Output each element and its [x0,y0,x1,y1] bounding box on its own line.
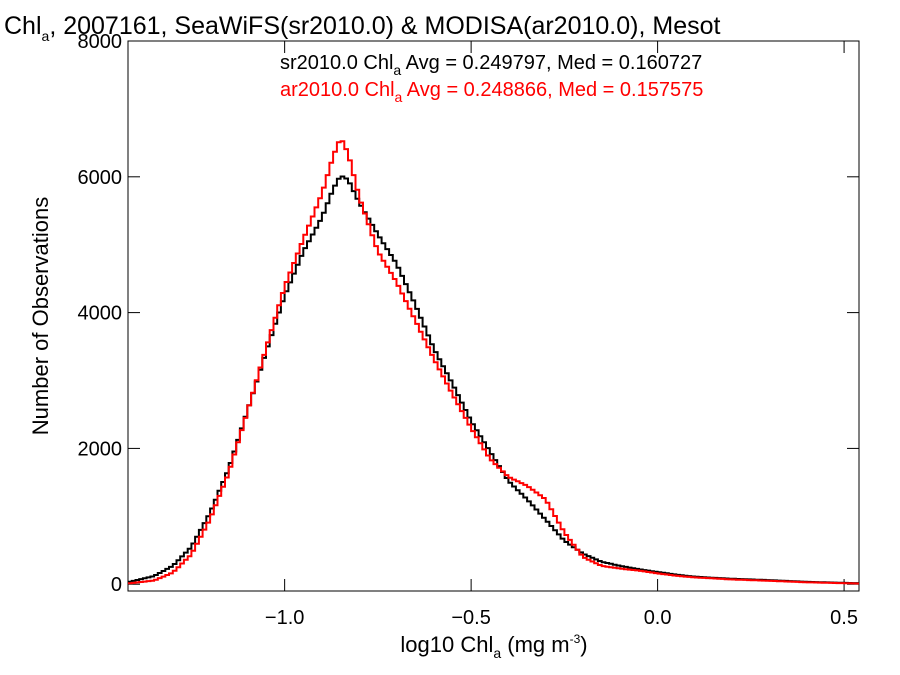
chart-title: Chla, 2007161, SeaWiFS(sr2010.0) & MODIS… [4,12,720,44]
x-tick-label: −1.0 [265,607,304,629]
plot-frame [127,40,860,592]
legend-entry-sr2010: sr2010.0 Chla Avg = 0.249797, Med = 0.16… [280,52,702,78]
y-axis-ticks: 0 2000 4000 6000 8000 [78,31,859,596]
y-tick-label: 8000 [78,31,123,53]
legend: sr2010.0 Chla Avg = 0.249797, Med = 0.16… [280,52,703,105]
y-tick-label: 4000 [78,303,123,325]
x-tick-label: −0.5 [451,607,490,629]
x-axis-ticks: −1.0 −0.5 0.0 0.5 [265,41,858,629]
series-line-sr2010-0 [128,175,859,585]
x-tick-label: 0.0 [644,607,672,629]
y-tick-label: 2000 [78,438,123,460]
y-tick-label: 6000 [78,167,123,189]
x-axis-label: log10 Chla (mg m-3) [400,632,587,661]
x-tick-label: 0.5 [830,607,858,629]
y-tick-label: 0 [111,574,122,596]
series-line-ar2010-0 [128,140,859,585]
y-axis-label: Number of Observations [28,197,53,435]
series-layer [128,140,859,585]
legend-entry-ar2010: ar2010.0 Chla Avg = 0.248866, Med = 0.15… [280,79,703,105]
